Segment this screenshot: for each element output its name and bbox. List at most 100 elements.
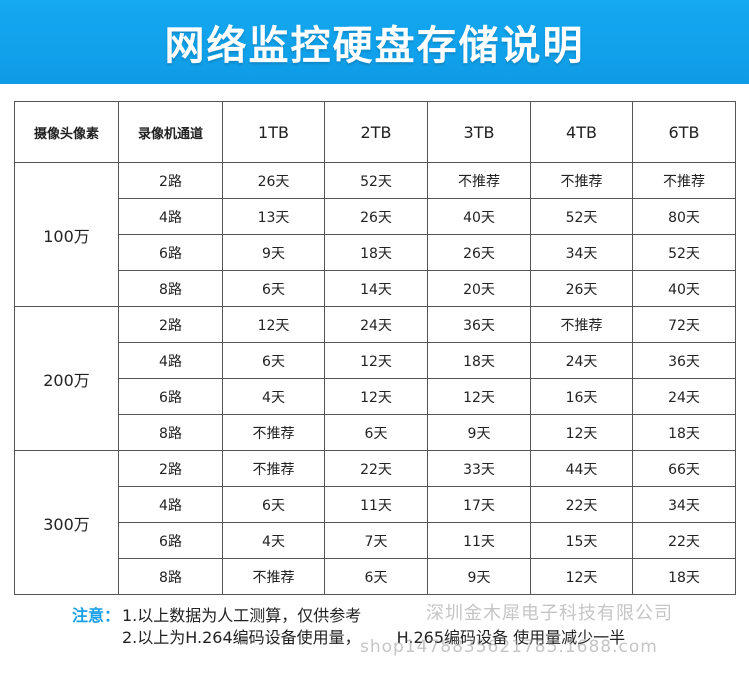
duration-cell: 17天 — [427, 486, 531, 523]
duration-cell: 12天 — [222, 306, 325, 343]
duration-cell: 9天 — [222, 234, 325, 271]
channel-cell: 2路 — [118, 450, 223, 487]
duration-cell: 9天 — [427, 414, 531, 451]
table-header-row: 摄像头像素 录像机通道 1TB 2TB 3TB 4TB 6TB — [14, 101, 736, 163]
duration-cell: 72天 — [632, 306, 736, 343]
duration-cell: 6天 — [222, 342, 325, 379]
resolution-cell: 100万 — [14, 162, 119, 307]
table-row: 6路 4天 7天 11天 15天 22天 — [15, 522, 736, 559]
duration-cell: 36天 — [427, 306, 531, 343]
duration-cell: 80天 — [632, 198, 736, 235]
duration-cell: 18天 — [427, 342, 531, 379]
channel-cell: 4路 — [118, 486, 223, 523]
duration-cell: 22天 — [324, 450, 428, 487]
duration-cell: 4天 — [222, 378, 325, 415]
page-title: 网络监控硬盘存储说明 — [164, 23, 585, 69]
duration-cell: 不推荐 — [632, 162, 736, 199]
duration-cell: 12天 — [530, 558, 633, 595]
duration-cell: 12天 — [324, 378, 428, 415]
channel-cell: 6路 — [118, 378, 223, 415]
duration-cell: 18天 — [632, 414, 736, 451]
resolution-cell: 300万 — [14, 450, 119, 595]
channel-cell: 8路 — [118, 414, 223, 451]
duration-cell: 6天 — [324, 414, 428, 451]
header-nvr-channels: 录像机通道 — [118, 101, 223, 163]
channel-cell: 8路 — [118, 270, 223, 307]
note-text-2a: 2.以上为H.264编码设备使用量， — [122, 628, 361, 647]
duration-cell: 7天 — [324, 522, 428, 559]
channel-cell: 4路 — [118, 198, 223, 235]
header-6tb: 6TB — [632, 101, 736, 163]
duration-cell: 11天 — [427, 522, 531, 559]
duration-cell: 22天 — [530, 486, 633, 523]
table-row: 300万 2路 不推荐 22天 33天 44天 66天 — [14, 450, 736, 595]
resolution-cell: 200万 — [14, 306, 119, 451]
table-row: 8路 不推荐 6天 9天 12天 18天 — [15, 414, 736, 451]
duration-cell: 不推荐 — [222, 414, 325, 451]
duration-cell: 52天 — [324, 162, 428, 199]
duration-cell: 52天 — [632, 234, 736, 271]
duration-cell: 33天 — [427, 450, 531, 487]
duration-cell: 24天 — [324, 306, 428, 343]
duration-cell: 6天 — [222, 486, 325, 523]
duration-cell: 14天 — [324, 270, 428, 307]
duration-cell: 4天 — [222, 522, 325, 559]
note-text-1: 1.以上数据为人工测算，仅供参考 — [122, 606, 362, 625]
table-row: 4路 6天 11天 17天 22天 34天 — [15, 486, 736, 523]
note-label: 注意： — [72, 606, 121, 625]
duration-cell: 12天 — [530, 414, 633, 451]
note-line-2: 2.以上为H.264编码设备使用量， H.265编码设备 使用量减少一半 — [72, 627, 625, 649]
duration-cell: 24天 — [632, 378, 736, 415]
table-row: 8路 不推荐 6天 9天 12天 18天 — [15, 558, 736, 595]
duration-cell: 52天 — [530, 198, 633, 235]
duration-cell: 34天 — [632, 486, 736, 523]
duration-cell: 不推荐 — [427, 162, 531, 199]
table-row: 6路 4天 12天 12天 16天 24天 — [15, 378, 736, 415]
table-row: 8路 6天 14天 20天 26天 40天 — [15, 270, 736, 307]
header-1tb: 1TB — [222, 101, 325, 163]
duration-cell: 11天 — [324, 486, 428, 523]
header-2tb: 2TB — [324, 101, 428, 163]
header-3tb: 3TB — [427, 101, 531, 163]
note-text-2b: H.265编码设备 使用量减少一半 — [396, 628, 626, 647]
duration-cell: 6天 — [222, 270, 325, 307]
note-line-1: 注意： 1.以上数据为人工测算，仅供参考 — [72, 605, 625, 627]
duration-cell: 13天 — [222, 198, 325, 235]
duration-cell: 15天 — [530, 522, 633, 559]
duration-cell: 40天 — [427, 198, 531, 235]
storage-table: 摄像头像素 录像机通道 1TB 2TB 3TB 4TB 6TB 100万 2路 26… — [14, 101, 736, 595]
channel-cell: 8路 — [118, 558, 223, 595]
notes: 注意： 1.以上数据为人工测算，仅供参考 2.以上为H.264编码设备使用量， … — [72, 605, 625, 649]
duration-cell: 26天 — [324, 198, 428, 235]
table-row: 200万 2路 12天 24天 36天 不推荐 72天 — [14, 306, 736, 451]
duration-cell: 36天 — [632, 342, 736, 379]
duration-cell: 66天 — [632, 450, 736, 487]
duration-cell: 26天 — [222, 162, 325, 199]
channel-cell: 4路 — [118, 342, 223, 379]
duration-cell: 22天 — [632, 522, 736, 559]
channel-cell: 6路 — [118, 522, 223, 559]
duration-cell: 12天 — [427, 378, 531, 415]
table-row: 4路 6天 12天 18天 24天 36天 — [15, 342, 736, 379]
duration-cell: 不推荐 — [530, 162, 633, 199]
channel-cell: 6路 — [118, 234, 223, 271]
watermark-company: 深圳金木犀电子科技有限公司 — [426, 603, 673, 624]
duration-cell: 26天 — [427, 234, 531, 271]
title-banner: 网络监控硬盘存储说明 — [0, 0, 749, 84]
duration-cell: 12天 — [324, 342, 428, 379]
table-row: 100万 2路 26天 52天 不推荐 不推荐 不推荐 — [14, 162, 736, 307]
header-4tb: 4TB — [530, 101, 633, 163]
channel-cell: 2路 — [118, 306, 223, 343]
header-camera-pixels: 摄像头像素 — [14, 101, 119, 163]
table-row: 4路 13天 26天 40天 52天 80天 — [15, 198, 736, 235]
table-row: 6路 9天 18天 26天 34天 52天 — [15, 234, 736, 271]
duration-cell: 26天 — [530, 270, 633, 307]
duration-cell: 18天 — [632, 558, 736, 595]
duration-cell: 不推荐 — [222, 450, 325, 487]
watermark-url: shop1478835621785.1688.com — [360, 637, 658, 657]
duration-cell: 44天 — [530, 450, 633, 487]
channel-cell: 2路 — [118, 162, 223, 199]
duration-cell: 20天 — [427, 270, 531, 307]
duration-cell: 34天 — [530, 234, 633, 271]
duration-cell: 不推荐 — [530, 306, 633, 343]
